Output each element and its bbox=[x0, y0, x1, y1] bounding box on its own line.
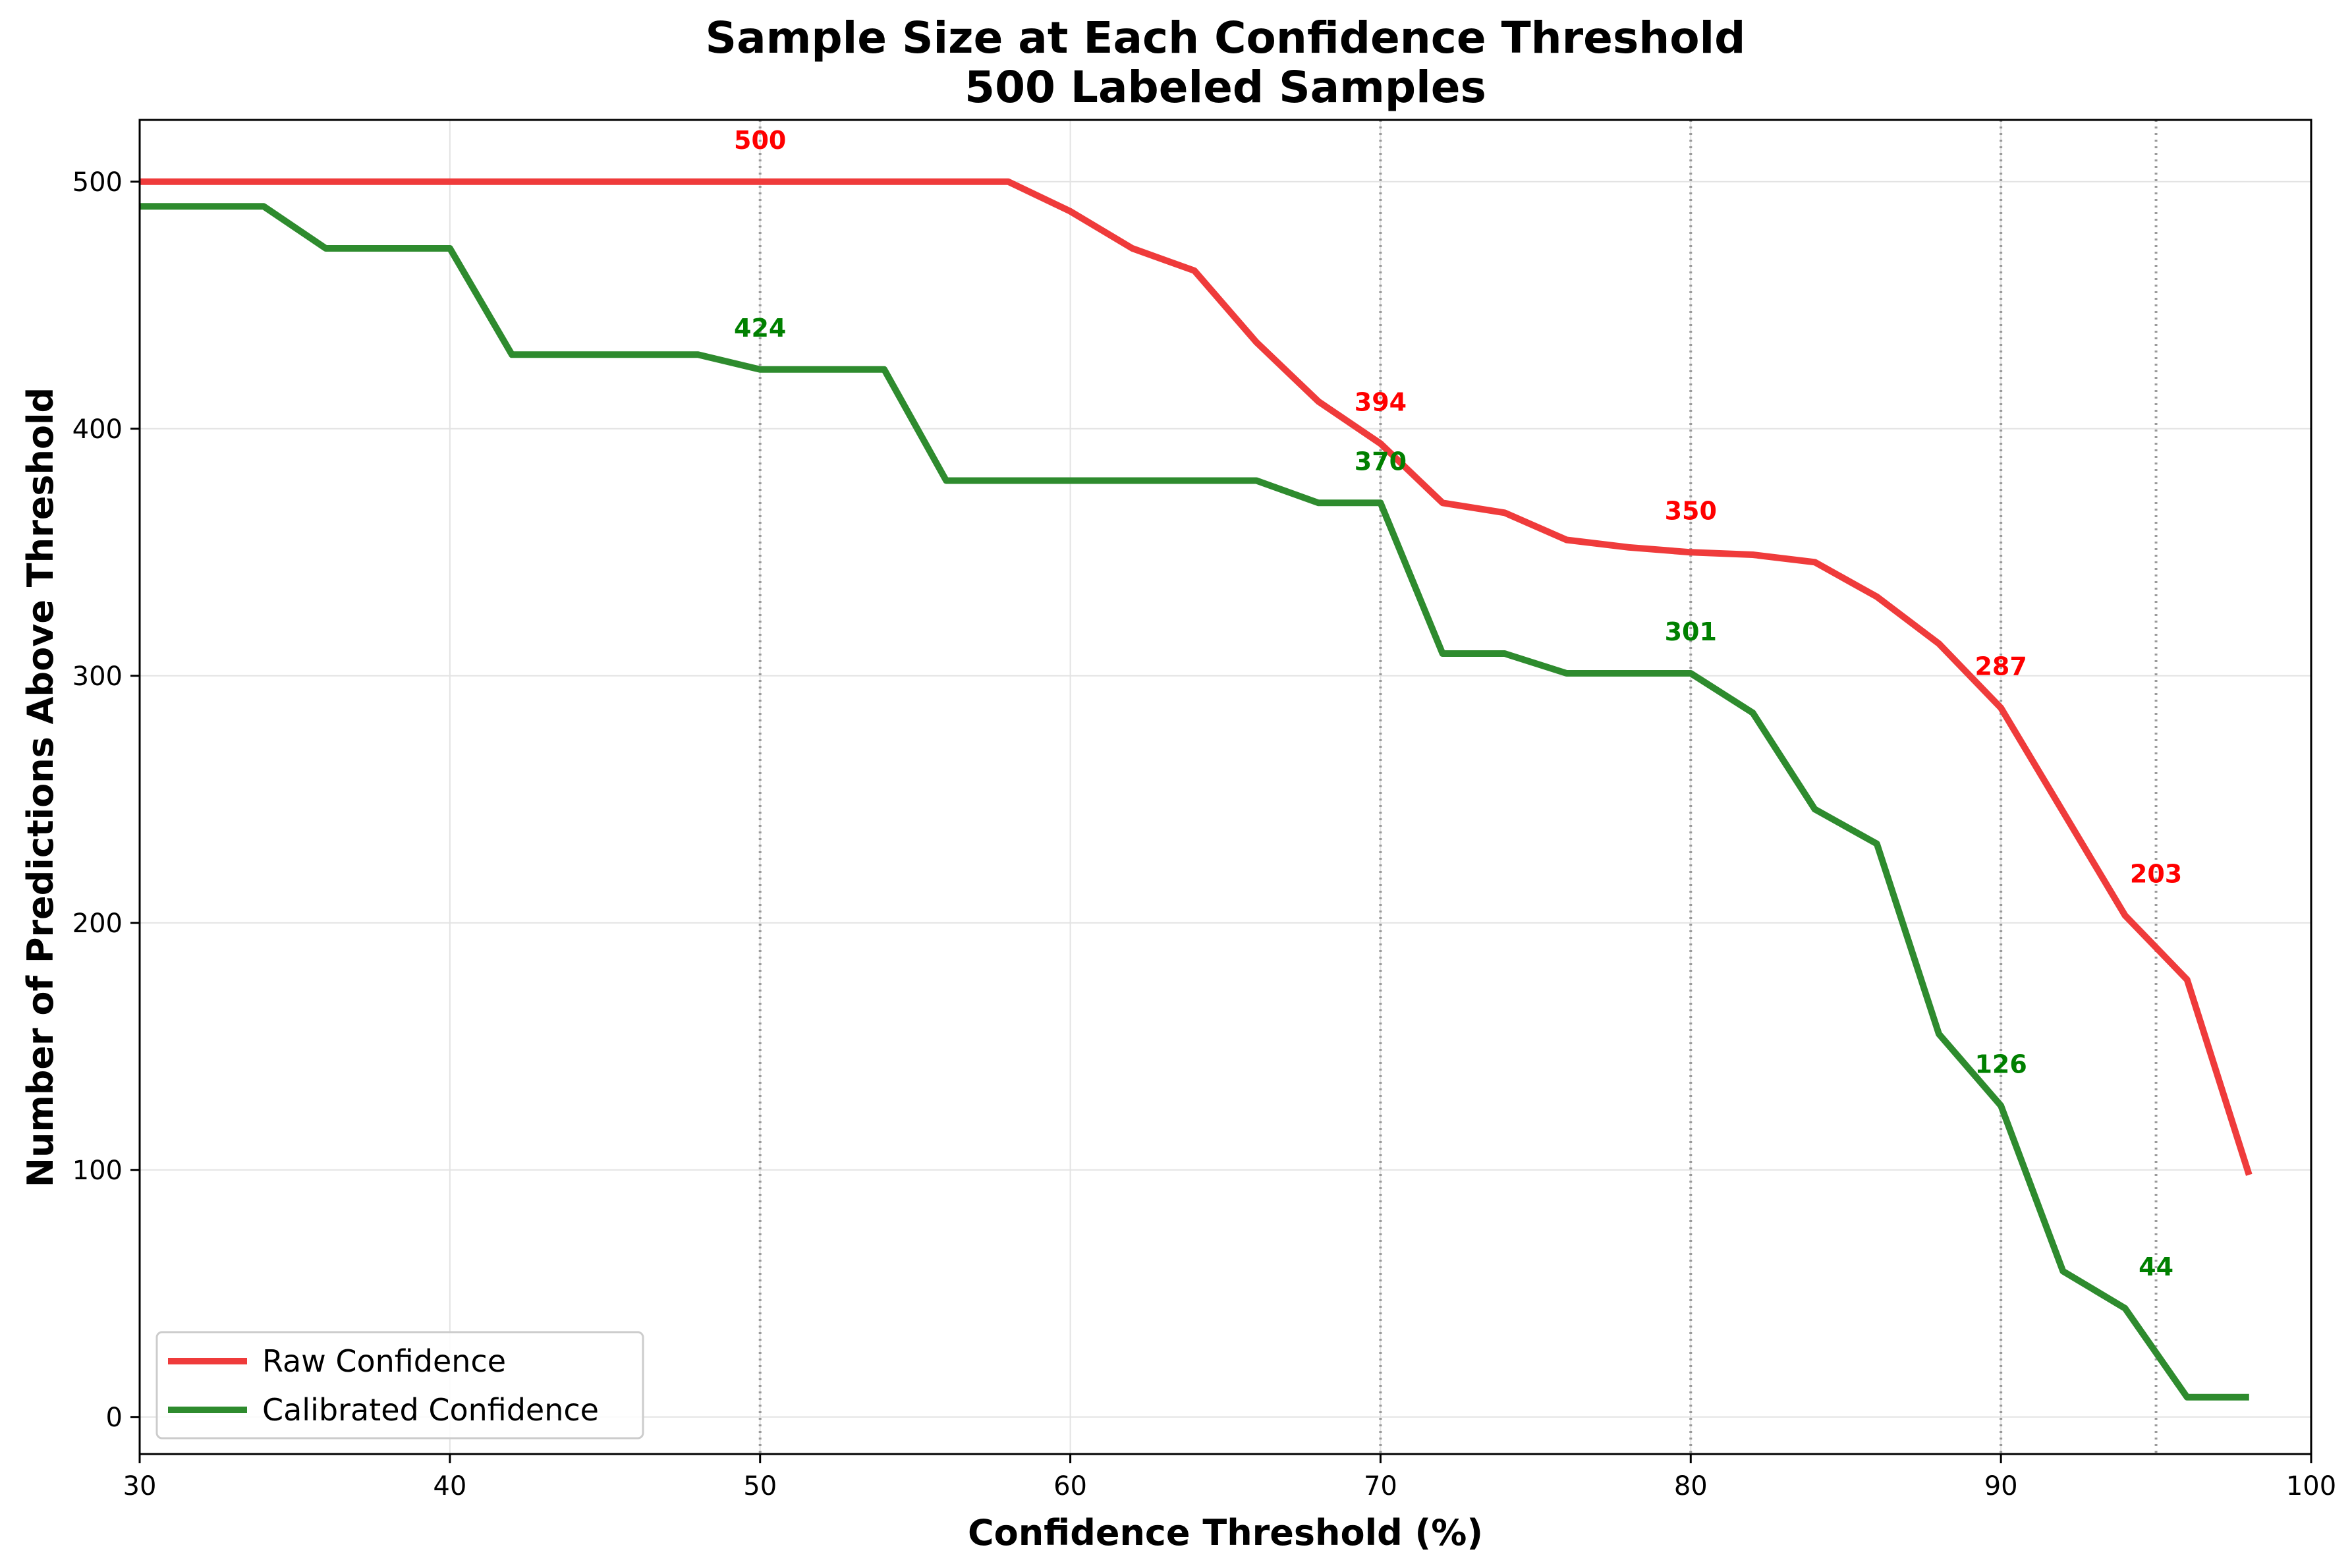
plot-area-frame bbox=[138, 119, 2312, 1455]
y-tick-label: 400 bbox=[72, 414, 123, 445]
y-tick-label: 100 bbox=[72, 1156, 123, 1186]
x-tick-label: 40 bbox=[433, 1471, 466, 1501]
data-label: 126 bbox=[1974, 1050, 2027, 1078]
legend-label-calibrated: Calibrated Confidence bbox=[262, 1392, 599, 1428]
reference-lines bbox=[758, 120, 2158, 1454]
data-label: 301 bbox=[1665, 617, 1717, 646]
legend: Raw Confidence Calibrated Confidence bbox=[155, 1331, 644, 1440]
data-label: 287 bbox=[1974, 652, 2027, 681]
x-tick-label: 100 bbox=[2286, 1471, 2336, 1501]
data-label: 203 bbox=[2130, 860, 2182, 889]
x-tick-label: 80 bbox=[1674, 1471, 1708, 1501]
chart-title: Sample Size at Each Confidence Threshold bbox=[706, 13, 1746, 63]
x-tick-label: 50 bbox=[743, 1471, 777, 1501]
legend-box bbox=[155, 1331, 644, 1440]
chart-subtitle: 500 Labeled Samples bbox=[965, 62, 1486, 113]
data-label: 370 bbox=[1355, 447, 1407, 476]
legend-label-raw: Raw Confidence bbox=[262, 1343, 506, 1379]
y-axis-label: Number of Predictions Above Threshold bbox=[20, 387, 61, 1187]
y-tick-label: 0 bbox=[106, 1403, 123, 1433]
series-lines bbox=[140, 178, 2253, 1401]
series-line-raw bbox=[140, 178, 2253, 1176]
x-tick-label: 30 bbox=[123, 1471, 157, 1501]
data-label: 424 bbox=[734, 314, 786, 343]
y-axis-ticks: 0 100 200 300 400 500 bbox=[72, 167, 140, 1433]
data-label: 500 bbox=[734, 126, 786, 155]
x-tick-label: 90 bbox=[1984, 1471, 2018, 1501]
x-tick-label: 70 bbox=[1364, 1471, 1397, 1501]
series-line-calibrated bbox=[140, 203, 2249, 1401]
data-label: 350 bbox=[1665, 496, 1717, 525]
y-tick-label: 500 bbox=[72, 167, 123, 198]
annotations: 500 394 350 287 203 424 370 301 126 44 bbox=[734, 126, 2182, 1281]
x-axis-ticks: 30 40 50 60 70 80 90 100 bbox=[123, 1454, 2336, 1501]
y-tick-label: 300 bbox=[72, 661, 123, 692]
y-tick-label: 200 bbox=[72, 909, 123, 939]
x-axis-label: Confidence Threshold (%) bbox=[968, 1512, 1483, 1554]
data-label: 44 bbox=[2139, 1252, 2173, 1281]
x-tick-label: 60 bbox=[1053, 1471, 1087, 1501]
data-label: 394 bbox=[1355, 387, 1407, 416]
